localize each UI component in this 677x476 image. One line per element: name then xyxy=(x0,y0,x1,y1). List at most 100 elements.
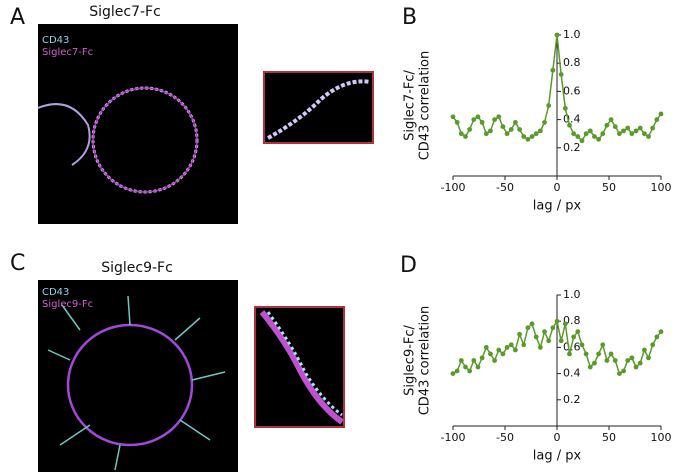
data-point xyxy=(513,120,518,125)
data-point xyxy=(562,105,568,111)
y-tick-label: 0.4 xyxy=(563,367,581,380)
data-point xyxy=(458,358,464,363)
data-point xyxy=(629,355,635,361)
x-axis-label: lag / px xyxy=(533,449,582,464)
data-point xyxy=(554,32,560,38)
data-point xyxy=(488,351,493,357)
data-point xyxy=(621,128,626,134)
y-tick-label: 0.8 xyxy=(563,56,581,69)
data-point xyxy=(633,128,639,134)
data-point xyxy=(658,329,664,335)
data-point xyxy=(646,355,651,361)
data-point xyxy=(475,114,481,120)
x-tick-label: 0 xyxy=(554,431,561,444)
x-tick-label: -100 xyxy=(441,181,466,194)
y-axis-label: Siglec9-Fc/ xyxy=(403,324,418,395)
x-tick-label: 50 xyxy=(602,181,616,194)
x-tick-label: 100 xyxy=(651,431,672,444)
data-point xyxy=(587,364,593,370)
y-tick-label: 1.0 xyxy=(563,28,581,41)
cell-outline xyxy=(37,103,91,166)
data-point xyxy=(633,364,639,370)
data-point xyxy=(583,351,589,357)
x-axis-label: lag / px xyxy=(533,199,582,214)
data-point xyxy=(479,355,485,361)
data-point xyxy=(571,334,577,340)
data-point xyxy=(529,321,535,327)
data-point xyxy=(596,136,601,142)
data-point xyxy=(621,368,626,374)
data-point xyxy=(488,128,493,134)
legend-text: Siglec9-Fc xyxy=(42,299,93,310)
data-point xyxy=(450,371,456,376)
data-point xyxy=(575,329,581,335)
data-point xyxy=(579,138,585,144)
x-tick-label: -50 xyxy=(496,181,514,194)
data-point xyxy=(521,134,527,139)
data-point xyxy=(583,131,589,137)
image-title: Siglec7-Fc xyxy=(89,4,161,20)
data-point xyxy=(592,360,597,366)
data-point xyxy=(654,117,660,122)
x-tick-label: 50 xyxy=(602,431,616,444)
micrograph xyxy=(38,280,238,472)
image-title: Siglec9-Fc xyxy=(101,260,173,276)
data-point xyxy=(587,128,593,134)
data-point xyxy=(641,131,647,137)
data-point xyxy=(492,358,497,363)
data-point xyxy=(450,114,456,120)
data-point xyxy=(517,127,522,132)
data-point xyxy=(508,127,514,132)
data-point xyxy=(483,345,489,350)
data-point xyxy=(579,342,585,348)
data-point xyxy=(454,120,460,125)
data-point xyxy=(646,134,651,139)
data-point xyxy=(496,114,502,120)
data-point xyxy=(608,351,614,357)
data-point xyxy=(525,325,531,331)
data-point xyxy=(467,368,473,374)
data-point xyxy=(554,318,560,324)
data-point xyxy=(529,134,535,139)
data-point xyxy=(600,342,606,348)
data-point xyxy=(542,329,547,335)
data-point xyxy=(550,67,556,73)
data-point xyxy=(467,127,473,132)
cell-outline xyxy=(92,87,198,193)
x-tick-label: 0 xyxy=(554,181,561,194)
data-point xyxy=(567,122,572,128)
data-point xyxy=(596,351,601,357)
panel-label: D xyxy=(400,253,417,278)
data-point xyxy=(637,360,643,366)
panel-label: A xyxy=(10,5,25,30)
data-point xyxy=(537,345,543,350)
data-point xyxy=(654,334,660,340)
y-axis-label: Siglec7-Fc/ xyxy=(403,69,418,140)
y-tick-label: 0.4 xyxy=(563,113,581,126)
data-point xyxy=(641,347,647,353)
data-point xyxy=(533,131,539,137)
data-point xyxy=(463,134,468,139)
data-point xyxy=(471,117,477,122)
data-point xyxy=(537,128,543,134)
data-point xyxy=(625,125,631,131)
data-point xyxy=(454,368,460,374)
data-point xyxy=(558,338,564,344)
data-point xyxy=(513,347,518,353)
data-point xyxy=(500,124,506,130)
panel-label: C xyxy=(10,251,25,276)
data-point xyxy=(483,131,489,137)
y-axis-label: CD43 correlation xyxy=(418,306,433,416)
y-tick-label: 0.6 xyxy=(563,84,581,97)
data-point xyxy=(625,358,631,363)
data-point xyxy=(533,334,539,340)
data-point xyxy=(479,120,485,125)
data-point xyxy=(617,371,622,376)
data-point xyxy=(617,131,622,137)
data-point xyxy=(650,125,656,131)
data-point xyxy=(612,124,618,130)
data-point xyxy=(542,120,547,125)
data-point xyxy=(592,134,597,139)
x-tick-label: -50 xyxy=(496,431,514,444)
